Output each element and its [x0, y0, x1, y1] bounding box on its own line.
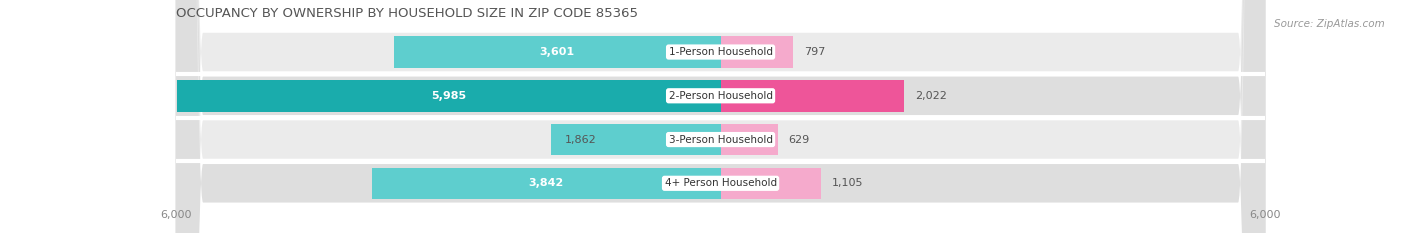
Bar	[721, 124, 778, 155]
Text: 1,105: 1,105	[832, 178, 863, 188]
Bar	[551, 124, 721, 155]
Text: 629: 629	[789, 134, 810, 144]
Text: 3,601: 3,601	[540, 47, 575, 57]
Text: 1,862: 1,862	[565, 134, 598, 144]
Text: Source: ZipAtlas.com: Source: ZipAtlas.com	[1274, 19, 1385, 29]
FancyBboxPatch shape	[176, 0, 1265, 233]
Bar	[394, 36, 721, 68]
FancyBboxPatch shape	[176, 0, 1265, 233]
Text: 4+ Person Household: 4+ Person Household	[665, 178, 776, 188]
Text: 5,985: 5,985	[432, 91, 467, 101]
FancyBboxPatch shape	[176, 0, 1265, 233]
Bar	[721, 168, 821, 199]
FancyBboxPatch shape	[176, 0, 1265, 233]
Text: 3,842: 3,842	[529, 178, 564, 188]
Text: 1-Person Household: 1-Person Household	[669, 47, 772, 57]
Bar	[721, 36, 793, 68]
Bar	[721, 80, 904, 112]
Text: 797: 797	[804, 47, 825, 57]
Bar	[177, 80, 721, 112]
Text: 3-Person Household: 3-Person Household	[669, 134, 772, 144]
Text: OCCUPANCY BY OWNERSHIP BY HOUSEHOLD SIZE IN ZIP CODE 85365: OCCUPANCY BY OWNERSHIP BY HOUSEHOLD SIZE…	[176, 7, 638, 20]
Text: 2,022: 2,022	[915, 91, 948, 101]
Text: 2-Person Household: 2-Person Household	[669, 91, 772, 101]
Bar	[371, 168, 721, 199]
